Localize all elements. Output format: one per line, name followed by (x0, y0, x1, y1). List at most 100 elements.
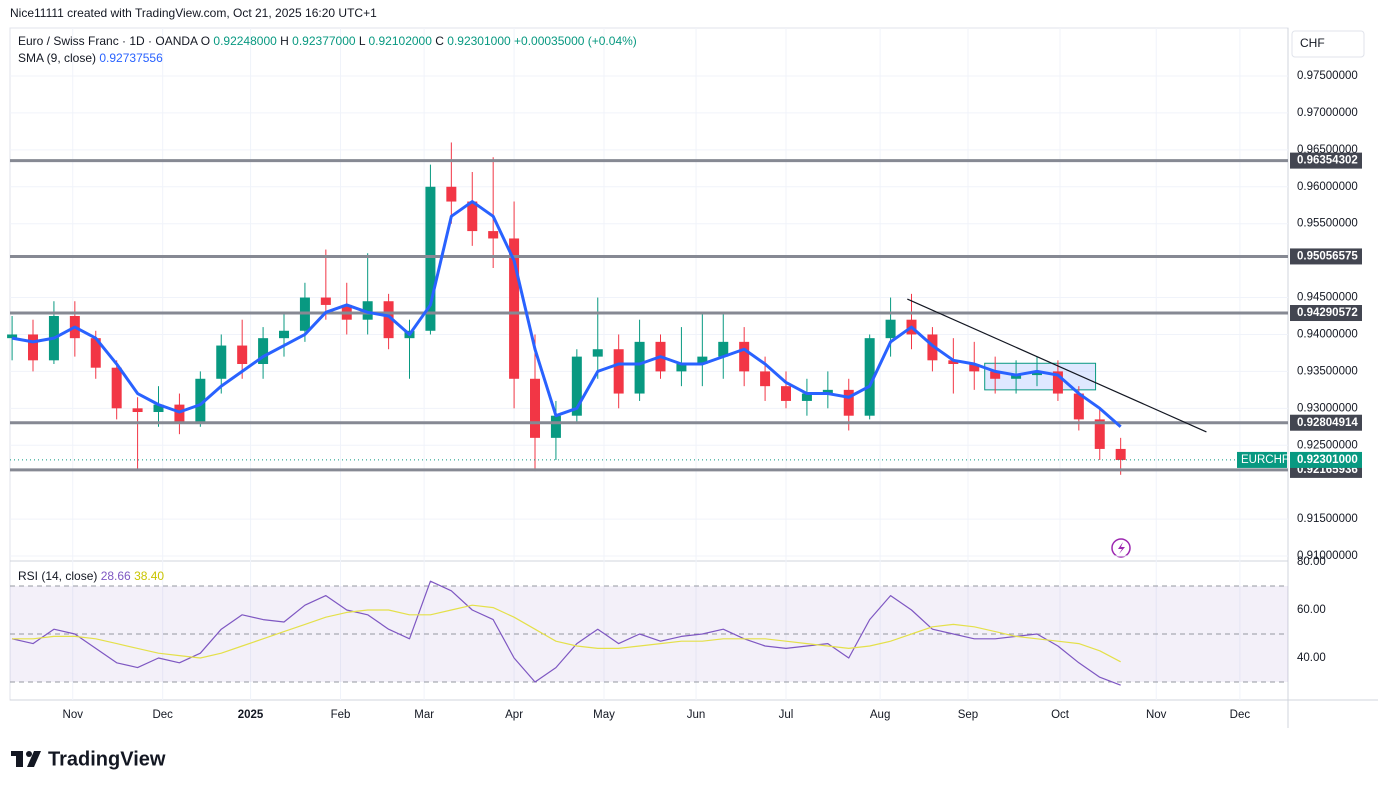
candle-body (550, 415, 561, 438)
rsi-value: 28.66 (101, 569, 131, 583)
y-tick-label: 0.97500000 (1297, 70, 1358, 82)
candle-body (781, 386, 792, 401)
candle-body (801, 393, 812, 401)
rsi-tick-label: 80.00 (1297, 556, 1326, 568)
x-tick-label: 2025 (238, 709, 264, 721)
candle-body (739, 341, 750, 372)
candle-body (7, 334, 18, 339)
x-tick-label: May (593, 709, 615, 721)
candle-body (153, 404, 164, 413)
candle-body (1032, 371, 1043, 376)
x-tick-label: Dec (152, 709, 173, 721)
ohlc-value: 0.92377000 (292, 34, 356, 48)
symbol-label: EURCHF (1241, 454, 1289, 466)
candle-body (822, 389, 833, 394)
ohlc-name: H (280, 34, 289, 48)
y-tick-label: 0.96000000 (1297, 181, 1358, 193)
candle-body (530, 378, 541, 438)
legend-title: Euro / Swiss Franc · 1D · OANDA (18, 34, 198, 48)
y-tick-label: 0.92500000 (1297, 439, 1358, 451)
y-tick-label: 0.93000000 (1297, 402, 1358, 414)
candle-body (634, 341, 645, 394)
candle-body (697, 356, 708, 365)
candle-body (362, 301, 373, 320)
sma-name: SMA (9, close) (18, 51, 96, 65)
y-tick-label: 0.94000000 (1297, 328, 1358, 340)
candle-body (488, 231, 499, 239)
candle-body (948, 360, 959, 365)
ohlc-name: C (435, 34, 444, 48)
y-tick-label: 0.97000000 (1297, 107, 1358, 119)
candle-body (990, 371, 1001, 379)
x-tick-label: Jun (687, 709, 706, 721)
y-tick-label: 0.93500000 (1297, 365, 1358, 377)
ohlc-value: 0.92301000 (447, 34, 511, 48)
last-price-tag (1290, 451, 1362, 468)
x-tick-label: Nov (63, 709, 84, 721)
candle-body (258, 338, 269, 365)
candle-body (237, 345, 248, 365)
rsi-value: 38.40 (134, 569, 164, 583)
candle-body (90, 338, 101, 368)
x-tick-label: Dec (1230, 709, 1251, 721)
ohlc-name: L (359, 34, 366, 48)
candle-body (132, 408, 143, 413)
currency[interactable]: CHF (1300, 36, 1325, 50)
candle-body (1011, 375, 1022, 379)
x-tick-label: Mar (414, 709, 434, 721)
rsi-tick-label: 60.00 (1297, 604, 1326, 616)
currency-box[interactable] (1291, 30, 1365, 58)
x-tick-label: Aug (870, 709, 890, 721)
y-tick-label: 0.91500000 (1297, 513, 1358, 525)
candle-body (592, 349, 603, 357)
range-box (984, 362, 1097, 391)
y-tick-label: 0.95500000 (1297, 218, 1358, 230)
credit: Nice11111 created with TradingView.com, … (10, 6, 377, 20)
candle-body (216, 345, 227, 379)
ohlc-value: 0.92102000 (369, 34, 433, 48)
candle-body (279, 330, 290, 339)
level-tag (1290, 414, 1362, 431)
ohlc-value: 0.92248000 (213, 34, 277, 48)
rsi-line (12, 604, 1121, 663)
candle-body (718, 341, 729, 357)
sma-legend: SMA (9, close) 0.92737556 (18, 51, 163, 65)
candle-body (1094, 419, 1105, 449)
candle-body (383, 301, 394, 339)
x-tick-label: Feb (331, 709, 351, 721)
change: +0.00035000 (+0.04%) (514, 34, 637, 48)
x-tick-label: Jul (779, 709, 794, 721)
candle-body (467, 201, 478, 232)
level-tag (1290, 152, 1362, 169)
y-tick-label: 0.94500000 (1297, 292, 1358, 304)
sma-value: 0.92737556 (99, 51, 163, 65)
logo-icon (11, 751, 41, 767)
level-label: 0.96354302 (1297, 155, 1358, 167)
candle-body (28, 334, 39, 361)
candle-body (885, 319, 896, 339)
candle-body (174, 404, 185, 424)
candle-body (425, 186, 436, 331)
legend: Euro / Swiss Franc · 1D · OANDA O 0.9224… (18, 34, 637, 48)
brand: TradingView (48, 748, 166, 770)
candle-body (1052, 371, 1063, 394)
x-tick-label: Sep (958, 709, 978, 721)
candle-body (320, 297, 331, 305)
level-label: 0.94290572 (1297, 307, 1358, 319)
candle-body (571, 356, 582, 416)
lightning-icon[interactable] (1111, 538, 1131, 558)
level-tag (1290, 305, 1362, 322)
rsi-legend: RSI (14, close) 28.66 38.40 (18, 569, 164, 583)
candle-body (1115, 448, 1126, 461)
candle-body (760, 371, 771, 387)
sma-line (11, 200, 1122, 428)
level-label: 0.92804914 (1297, 417, 1358, 429)
level-label: 0.95056575 (1297, 250, 1358, 262)
y-tick-label: 0.91000000 (1297, 550, 1358, 562)
candle-body (613, 349, 624, 394)
candle-body (446, 186, 457, 202)
rsi-tick-label: 40.00 (1297, 652, 1326, 664)
symbol-tag (1237, 451, 1287, 468)
